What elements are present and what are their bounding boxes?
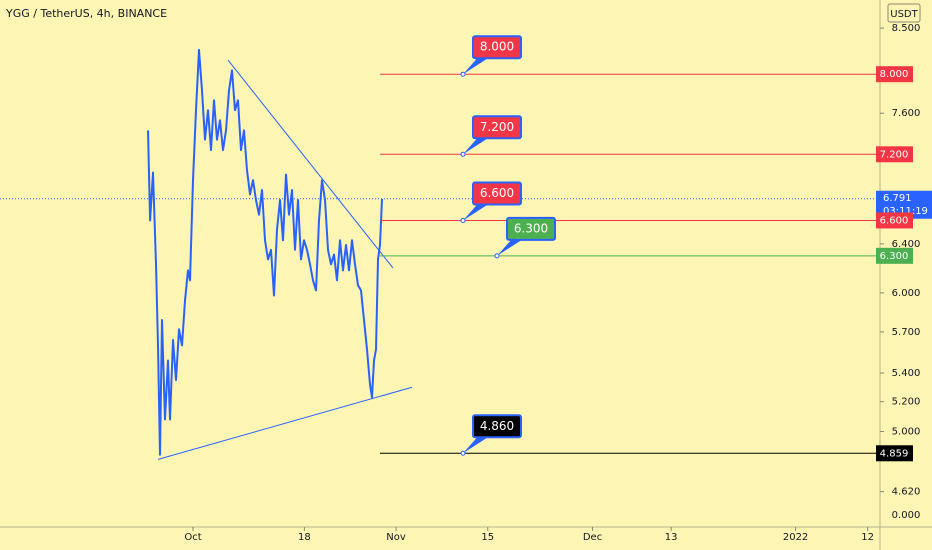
trendline [157,386,413,460]
y-tick-label: 5.700 [892,327,921,338]
callout-label: 6.300 [514,221,548,235]
last-price-label: 6.791 [883,193,912,204]
x-tick-label: 2022 [783,532,808,543]
callout-pin [460,450,466,456]
callout-label: 8.000 [480,40,514,54]
currency-box[interactable] [887,3,921,23]
callout-tail [497,237,525,256]
level-axis-label: 8.000 [880,69,909,80]
callout-label: 7.200 [480,120,514,134]
x-tick-label: 13 [665,532,678,543]
chart-title: YGG / TetherUS, 4h, BINANCE [5,7,167,20]
x-tick-label: Nov [386,532,406,543]
x-tick-label: 12 [861,532,874,543]
callout-label: 4.860 [480,419,514,433]
y-tick-label: 7.600 [892,108,921,119]
y-tick-label: 6.000 [892,288,921,299]
y-tick-label: 8.500 [892,23,921,34]
callout-label: 6.600 [480,186,514,200]
level-axis-label: 7.200 [880,149,909,160]
y-tick-label: 5.400 [892,368,921,379]
y-tick-label: 6.400 [892,239,921,250]
level-axis-label: 6.600 [880,215,909,226]
currency[interactable]: USDT [890,9,918,20]
trendline [227,59,394,269]
callout-box [472,181,522,206]
callout-box [472,414,522,439]
callout-tail [463,136,491,155]
level-axis-tag [876,445,913,462]
x-tick-label: 18 [298,532,311,543]
callout-tail [463,202,491,221]
callout-box [472,35,522,60]
x-tick-label: Dec [583,532,602,543]
x-tick-label: Oct [184,532,201,543]
callout-pin [460,71,466,77]
level-axis-tag [876,247,913,264]
bottom-label: 0.000 [892,510,921,521]
countdown-label: 03:11:19 [883,206,928,217]
callout-pin [460,151,466,157]
y-tick-label: 5.200 [892,397,921,408]
callout-pin [460,217,466,223]
callout-pin [494,253,500,259]
level-axis-tag [876,212,913,229]
level-axis-tag [876,66,913,83]
callout-box [472,115,522,140]
callout-tail [463,56,491,75]
x-tick-label: 15 [481,532,494,543]
level-axis-label: 4.859 [880,448,909,459]
level-axis-label: 6.300 [880,251,909,262]
y-tick-label: 5.000 [892,427,921,438]
price-line [147,48,383,456]
callout-tail [463,435,491,454]
y-tick-label: 4.620 [892,487,921,498]
level-axis-tag [876,146,913,163]
callout-box [506,216,556,241]
